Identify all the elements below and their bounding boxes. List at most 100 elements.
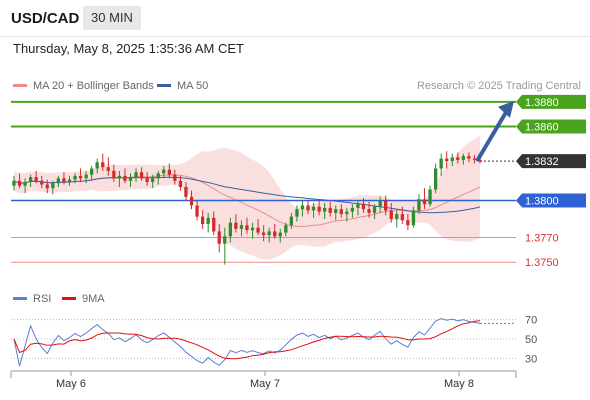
candle-body: [389, 210, 393, 219]
candle: [12, 175, 16, 191]
candle: [223, 227, 227, 265]
candle-body: [17, 180, 22, 186]
candle-body: [112, 170, 116, 179]
forecast-arrow-shaft: [475, 107, 510, 163]
candle-body: [467, 156, 471, 159]
candle: [395, 210, 399, 228]
credit-text: Research © 2025 Trading Central: [416, 80, 581, 92]
candle-body: [323, 207, 327, 212]
candle: [178, 175, 183, 191]
chart-timestamp: Thursday, May 8, 2025 1:35:36 AM CET: [13, 41, 244, 56]
candle: [384, 195, 388, 216]
level-tag-1.3860: [516, 119, 586, 134]
candle-body: [84, 174, 88, 179]
candle-body: [95, 162, 99, 169]
candle: [467, 152, 471, 163]
candle: [339, 204, 343, 218]
bollinger-band: [14, 135, 480, 260]
candle: [406, 214, 410, 231]
candle: [334, 205, 338, 221]
candle: [428, 185, 432, 207]
legend-9ma: 9MA: [62, 293, 105, 305]
candle-body: [12, 180, 16, 186]
candle: [45, 179, 49, 194]
candle-body: [456, 157, 460, 160]
x-tick-label: May 7: [250, 378, 280, 390]
candle: [323, 203, 327, 220]
candle: [389, 203, 393, 223]
level-tag-1.3800: [516, 193, 586, 208]
candle-body: [262, 232, 266, 236]
rsi-tick-70: 70: [525, 315, 537, 327]
candle-body: [178, 180, 183, 187]
candle: [456, 152, 460, 164]
candle: [23, 178, 27, 194]
ma9-swatch: [62, 296, 76, 300]
candle: [367, 201, 371, 218]
ma20-swatch: [13, 83, 27, 87]
candle-body: [245, 225, 249, 231]
candle: [378, 196, 382, 213]
candle: [278, 228, 282, 243]
candle: [217, 223, 221, 253]
candle-body: [439, 158, 443, 169]
legend-ma20: MA 20 + Bollinger Bands: [13, 80, 154, 92]
candle-body: [450, 157, 454, 162]
candle-body: [434, 168, 438, 190]
legend-rsi: RSI: [13, 293, 51, 305]
candle-body: [23, 182, 27, 186]
candle-body: [345, 211, 349, 215]
candle-body: [339, 209, 343, 215]
candle-body: [201, 216, 205, 224]
candle-body: [422, 199, 427, 205]
candle-body: [101, 162, 105, 168]
candle-body: [400, 214, 404, 221]
candle: [101, 153, 105, 171]
candle-body: [406, 220, 410, 226]
candle-body: [417, 199, 421, 211]
rsi-tick-30: 30: [525, 353, 537, 365]
level-label-1.3770: 1.3770: [525, 233, 559, 245]
rsi-swatch: [13, 296, 27, 300]
candle-body: [212, 217, 216, 232]
candle-body: [372, 206, 377, 213]
level-label-1.3750: 1.3750: [525, 257, 559, 269]
candle-body: [106, 167, 110, 171]
candle: [434, 163, 438, 194]
candle: [151, 174, 155, 189]
candle: [145, 172, 149, 186]
timeframe-button[interactable]: 30 MIN: [83, 6, 141, 30]
candle: [422, 188, 427, 210]
candle-body: [206, 217, 210, 224]
candle: [184, 182, 188, 201]
candle-body: [256, 227, 260, 233]
candle-body: [234, 222, 238, 229]
candle: [106, 157, 110, 176]
candle-body: [278, 232, 282, 237]
rsi-label: RSI: [33, 293, 52, 305]
candle: [73, 173, 77, 184]
candle-body: [311, 206, 316, 211]
candle-body: [411, 210, 416, 226]
candle: [300, 200, 305, 217]
candle: [95, 158, 99, 174]
level-label-1.3880: 1.3880: [525, 97, 559, 109]
candle: [234, 214, 238, 233]
candle: [306, 200, 310, 215]
level-label-1.3800: 1.3800: [525, 196, 559, 208]
candle-body: [445, 158, 449, 162]
level-tag-1.3880: [516, 94, 586, 109]
legend-ma50: MA 50: [157, 80, 208, 92]
candle: [206, 212, 210, 233]
candle-body: [34, 177, 38, 181]
candle-body: [56, 178, 60, 184]
candle: [56, 175, 60, 187]
ma20-label: MA 20 + Bollinger Bands: [33, 80, 154, 92]
candle-body: [139, 172, 144, 179]
candle: [17, 173, 22, 189]
candle-body: [289, 216, 293, 226]
candle-body: [356, 204, 360, 208]
candle: [78, 168, 83, 183]
candle: [317, 200, 321, 216]
